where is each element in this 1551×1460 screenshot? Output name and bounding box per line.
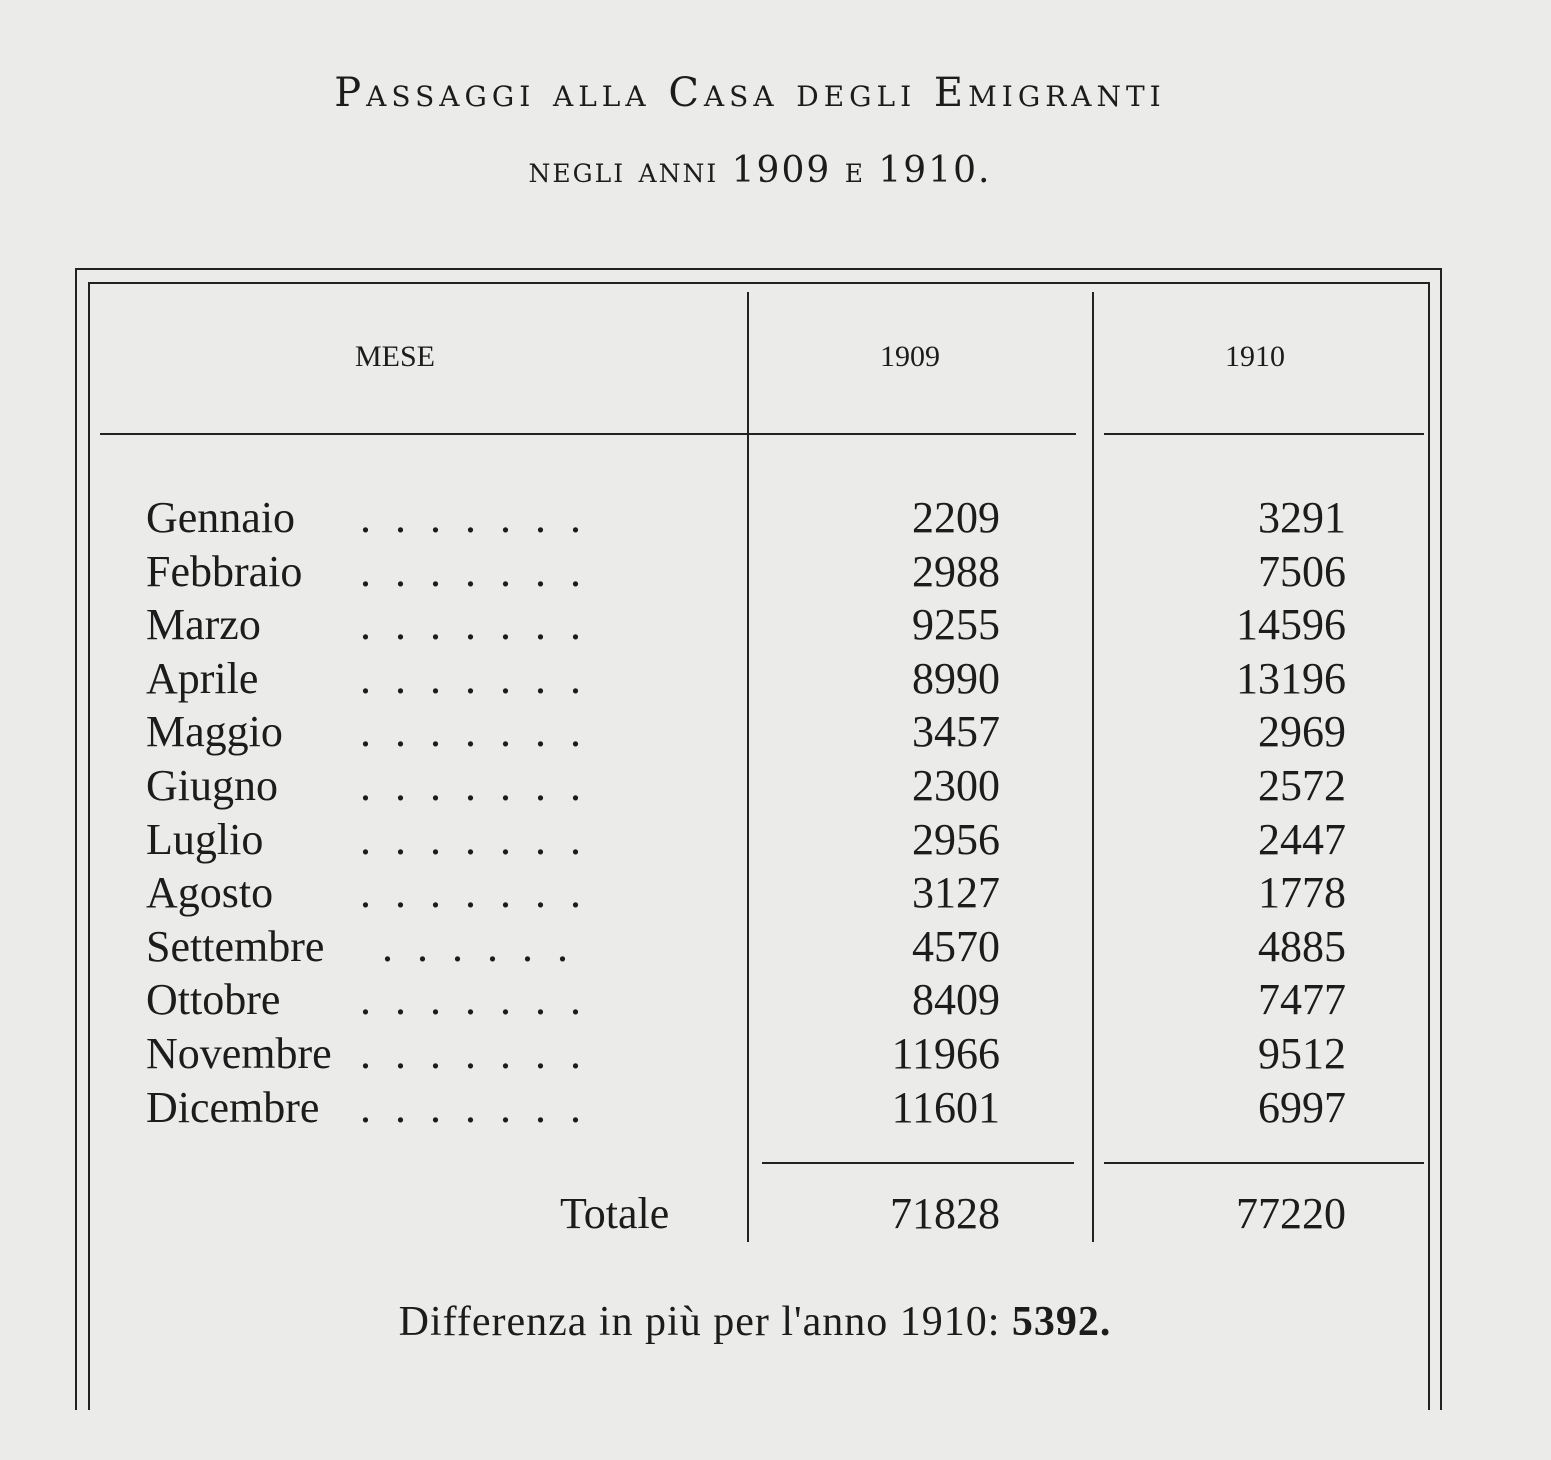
leader-dots: ....... [360, 546, 605, 596]
header-1909: 1909 [880, 340, 940, 373]
leader-dots: ....... [360, 761, 605, 810]
table-row: Luglio....... 2956 2447 [0, 814, 1551, 868]
value-1909-cell: 2300 [912, 761, 1000, 810]
page-title: Passaggi alla Casa degli Emigranti [334, 70, 1166, 116]
month-cell: Ottobre [146, 975, 281, 1025]
column-divider-2 [1092, 292, 1094, 1242]
value-1909-cell: 2988 [912, 546, 1000, 596]
value-1910-cell: 7477 [1258, 975, 1346, 1025]
table-row: Novembre....... 11966 9512 [0, 1028, 1551, 1082]
header-rule-2 [1104, 433, 1424, 435]
border-left-inner [88, 282, 90, 1410]
month-cell: Febbraio [146, 546, 303, 596]
value-1909-cell: 3457 [912, 707, 1000, 757]
leader-dots: ....... [360, 493, 605, 542]
table-row: Marzo....... 9255 14596 [0, 599, 1551, 653]
month-cell: Novembre [146, 1029, 332, 1078]
month-cell: Aprile [146, 653, 259, 703]
value-1909-cell: 11966 [891, 1029, 1000, 1078]
table-row: Agosto....... 3127 1778 [0, 867, 1551, 921]
table-row: Ottobre....... 8409 7477 [0, 974, 1551, 1028]
leader-dots: ....... [360, 707, 605, 757]
page-subtitle: negli anni 1909 e 1910. [528, 150, 992, 191]
leader-dots: ....... [360, 975, 605, 1025]
month-cell: Agosto [146, 868, 274, 918]
border-right-outer [1440, 268, 1442, 1410]
value-1910-cell: 6997 [1258, 1082, 1346, 1132]
value-1910-cell: 7506 [1258, 546, 1346, 596]
border-top-outer [75, 268, 1441, 270]
leader-dots: ...... [382, 921, 592, 971]
header-rule-1 [100, 433, 1076, 435]
table-row: Aprile....... 8990 13196 [0, 653, 1551, 707]
value-1909-cell: 2956 [912, 814, 1000, 864]
value-1909-cell: 8990 [912, 653, 1000, 703]
difference-note: Differenza in più per l'anno 1910: 5392. [0, 1298, 1510, 1346]
leader-dots: ....... [360, 1029, 605, 1078]
value-1910-cell: 13196 [1236, 653, 1346, 703]
value-1910-cell: 14596 [1236, 600, 1346, 650]
leader-dots: ....... [360, 653, 605, 703]
value-1910-cell: 1778 [1258, 868, 1346, 918]
month-cell: Giugno [146, 761, 278, 810]
value-1910-cell: 2969 [1258, 707, 1346, 757]
total-1909: 71828 [890, 1189, 1000, 1238]
table-row: Dicembre....... 11601 6997 [0, 1082, 1551, 1136]
leader-dots: ....... [360, 868, 605, 918]
column-divider-1 [747, 292, 749, 1242]
header-1910: 1910 [1225, 340, 1285, 373]
table-row: Gennaio....... 2209 3291 [0, 492, 1551, 546]
total-row: Totale 71828 77220 [0, 1188, 1551, 1242]
value-1909-cell: 11601 [891, 1082, 1000, 1132]
total-rule-1 [762, 1162, 1074, 1164]
value-1910-cell: 2572 [1258, 761, 1346, 810]
month-cell: Gennaio [146, 493, 296, 542]
value-1909-cell: 4570 [912, 921, 1000, 971]
table-row: Giugno....... 2300 2572 [0, 760, 1551, 814]
month-cell: Marzo [146, 600, 261, 650]
total-rule-2 [1104, 1162, 1424, 1164]
value-1910-cell: 4885 [1258, 921, 1346, 971]
border-left-outer [75, 268, 77, 1410]
leader-dots: ....... [360, 1082, 605, 1132]
table-row: Settembre...... 4570 4885 [0, 921, 1551, 975]
table-row: Maggio....... 3457 2969 [0, 706, 1551, 760]
leader-dots: ....... [360, 600, 605, 650]
value-1910-cell: 2447 [1258, 814, 1346, 864]
header-month: MESE [355, 340, 436, 373]
leader-dots: ....... [360, 814, 605, 864]
month-cell: Settembre [146, 921, 325, 971]
total-label: Totale [560, 1189, 670, 1238]
difference-text: Differenza in più per l'anno 1910: [398, 1299, 1001, 1345]
value-1910-cell: 3291 [1258, 493, 1346, 542]
month-cell: Luglio [146, 814, 264, 864]
month-cell: Dicembre [146, 1082, 320, 1132]
border-right-inner [1428, 282, 1430, 1410]
value-1909-cell: 2209 [912, 493, 1000, 542]
difference-value: 5392. [1011, 1299, 1112, 1345]
value-1909-cell: 9255 [912, 600, 1000, 650]
border-top-inner [88, 282, 1428, 284]
total-1910: 77220 [1236, 1189, 1346, 1238]
value-1909-cell: 3127 [912, 868, 1000, 918]
value-1910-cell: 9512 [1258, 1029, 1346, 1078]
month-cell: Maggio [146, 707, 283, 757]
value-1909-cell: 8409 [912, 975, 1000, 1025]
table-row: Febbraio....... 2988 7506 [0, 546, 1551, 600]
